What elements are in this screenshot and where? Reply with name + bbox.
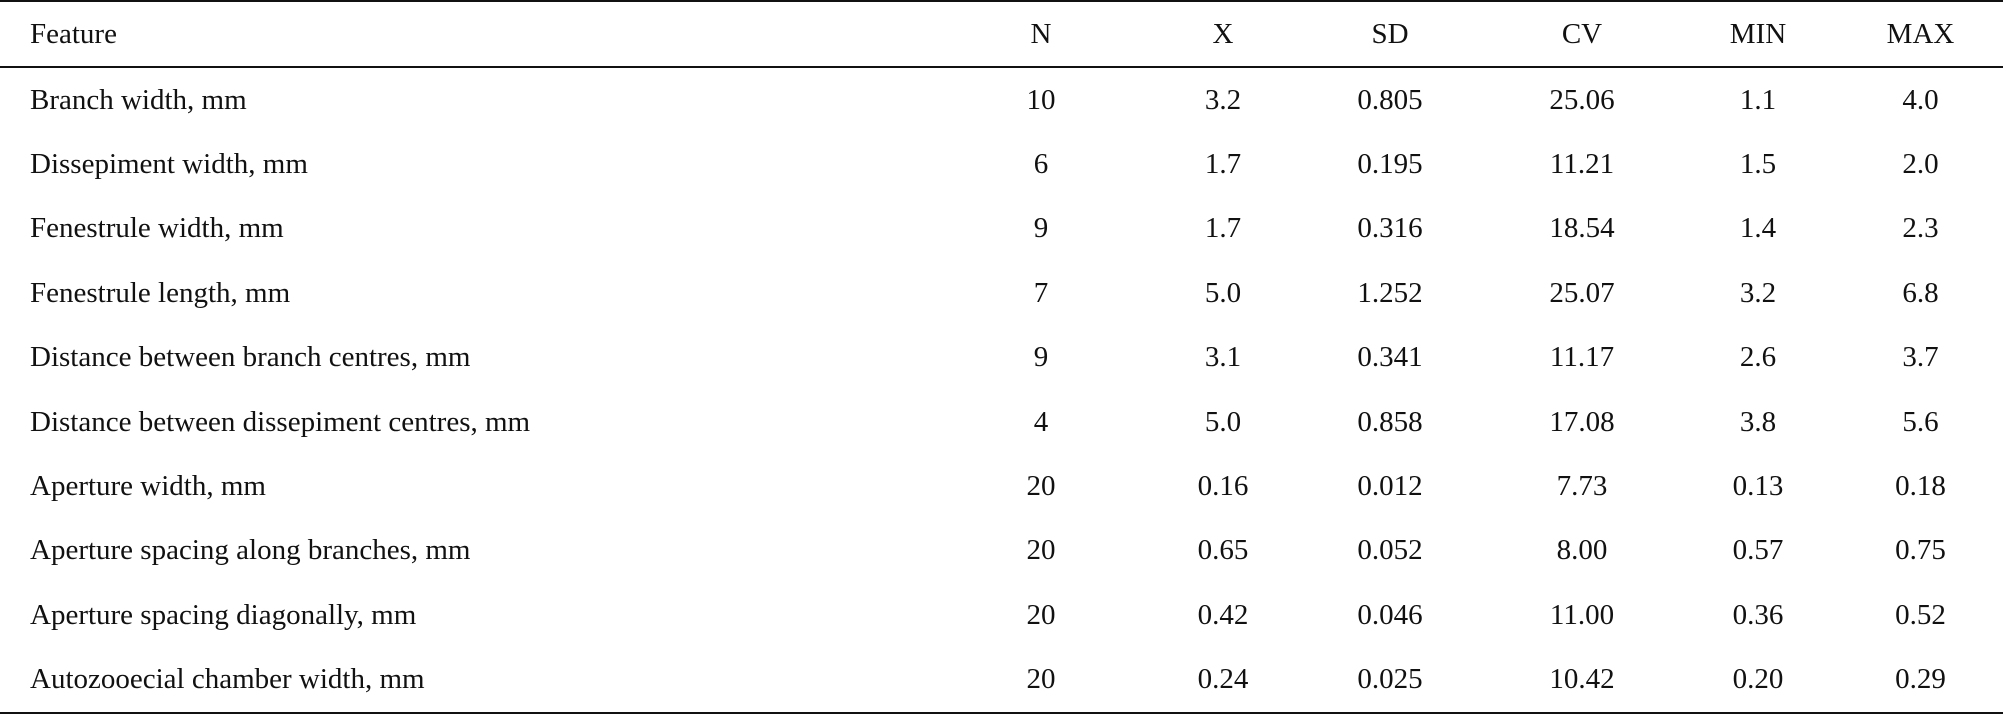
cell-sd: 0.025 [1357,663,1423,696]
cell-sd: 0.805 [1357,83,1423,116]
cell-min: 2.6 [1739,341,1777,374]
cell-n: 9 [1033,341,1049,374]
cell-min: 3.2 [1739,276,1777,309]
cell-n: 20 [1026,663,1056,696]
cell-sd: 0.012 [1357,470,1423,503]
cell-x: 0.24 [1197,663,1249,696]
cell-min: 1.5 [1739,148,1777,181]
cell-max: 0.29 [1895,663,1946,696]
cell-min: 0.57 [1732,534,1784,567]
table-row: Autozooecial chamber width, mm 20 0.24 0… [0,648,2003,712]
cell-feature: Fenestrule length, mm [30,276,291,309]
table-row: Aperture spacing along branches, mm 20 0… [0,519,2003,583]
cell-cv: 8.00 [1556,534,1608,567]
cell-x: 3.2 [1204,83,1242,116]
cell-n: 6 [1033,148,1049,181]
cell-feature: Aperture spacing diagonally, mm [30,598,417,631]
cell-cv: 11.21 [1549,148,1615,181]
header-row: Feature N X SD CV MIN MAX [0,0,2003,68]
table-top-rule [0,0,2003,2]
cell-max: 4.0 [1902,83,1939,116]
table-header: Feature N X SD CV MIN MAX [0,0,2003,68]
header-min: MIN [1729,17,1787,50]
cell-min: 0.13 [1732,470,1784,503]
cell-n: 10 [1026,83,1056,116]
cell-max: 5.6 [1902,405,1939,438]
cell-sd: 0.858 [1357,405,1423,438]
table-row: Aperture spacing diagonally, mm 20 0.42 … [0,583,2003,647]
table-header-rule [0,66,2003,68]
cell-x: 1.7 [1204,148,1242,181]
table-row: Distance between dissepiment centres, mm… [0,390,2003,454]
cell-max: 3.7 [1902,341,1939,374]
cell-x: 0.65 [1197,534,1249,567]
cell-n: 20 [1026,534,1056,567]
cell-max: 0.75 [1895,534,1946,567]
cell-n: 20 [1026,470,1056,503]
cell-x: 5.0 [1204,276,1242,309]
cell-max: 0.18 [1895,470,1946,503]
header-n: N [1030,17,1052,50]
cell-feature: Aperture width, mm [30,470,266,503]
header-cv: CV [1561,17,1603,50]
cell-cv: 11.17 [1549,341,1615,374]
cell-max: 6.8 [1902,276,1939,309]
cell-feature: Distance between branch centres, mm [30,341,471,374]
table-row: Fenestrule length, mm 7 5.0 1.252 25.07 … [0,261,2003,325]
cell-n: 9 [1033,212,1049,245]
cell-min: 3.8 [1739,405,1777,438]
cell-cv: 7.73 [1556,470,1608,503]
table-row: Fenestrule width, mm 9 1.7 0.316 18.54 1… [0,197,2003,261]
table-row: Dissepiment width, mm 6 1.7 0.195 11.21 … [0,132,2003,196]
cell-min: 1.1 [1739,83,1777,116]
cell-cv: 25.07 [1549,276,1615,309]
cell-cv: 11.00 [1549,598,1615,631]
cell-feature: Fenestrule width, mm [30,212,284,245]
table-row: Aperture width, mm 20 0.16 0.012 7.73 0.… [0,454,2003,518]
cell-n: 4 [1033,405,1049,438]
table-row: Branch width, mm 10 3.2 0.805 25.06 1.1 … [0,68,2003,132]
cell-max: 2.0 [1902,148,1939,181]
cell-min: 0.20 [1732,663,1784,696]
cell-feature: Dissepiment width, mm [30,148,308,181]
cell-min: 0.36 [1732,598,1784,631]
table-body: Branch width, mm 10 3.2 0.805 25.06 1.1 … [0,68,2003,712]
cell-cv: 10.42 [1549,663,1615,696]
cell-cv: 17.08 [1549,405,1615,438]
header-feature: Feature [30,17,117,50]
cell-sd: 0.316 [1357,212,1423,245]
header-max: MAX [1886,17,1955,50]
header-sd: SD [1371,17,1409,50]
cell-x: 5.0 [1204,405,1242,438]
cell-min: 1.4 [1739,212,1777,245]
header-x: X [1212,17,1234,50]
cell-max: 0.52 [1895,598,1946,631]
cell-feature: Branch width, mm [30,83,247,116]
table-row: Distance between branch centres, mm 9 3.… [0,326,2003,390]
cell-sd: 0.195 [1357,148,1423,181]
cell-x: 0.16 [1197,470,1249,503]
cell-sd: 0.341 [1357,341,1423,374]
cell-x: 3.1 [1204,341,1242,374]
table-bottom-rule [0,712,2003,714]
cell-feature: Aperture spacing along branches, mm [30,534,471,567]
cell-x: 1.7 [1204,212,1242,245]
cell-sd: 1.252 [1357,276,1423,309]
cell-x: 0.42 [1197,598,1249,631]
cell-sd: 0.046 [1357,598,1423,631]
cell-feature: Distance between dissepiment centres, mm [30,405,531,438]
cell-n: 7 [1033,276,1049,309]
cell-max: 2.3 [1902,212,1939,245]
cell-feature: Autozooecial chamber width, mm [30,663,425,696]
cell-sd: 0.052 [1357,534,1423,567]
cell-n: 20 [1026,598,1056,631]
cell-cv: 25.06 [1549,83,1615,116]
cell-cv: 18.54 [1549,212,1615,245]
